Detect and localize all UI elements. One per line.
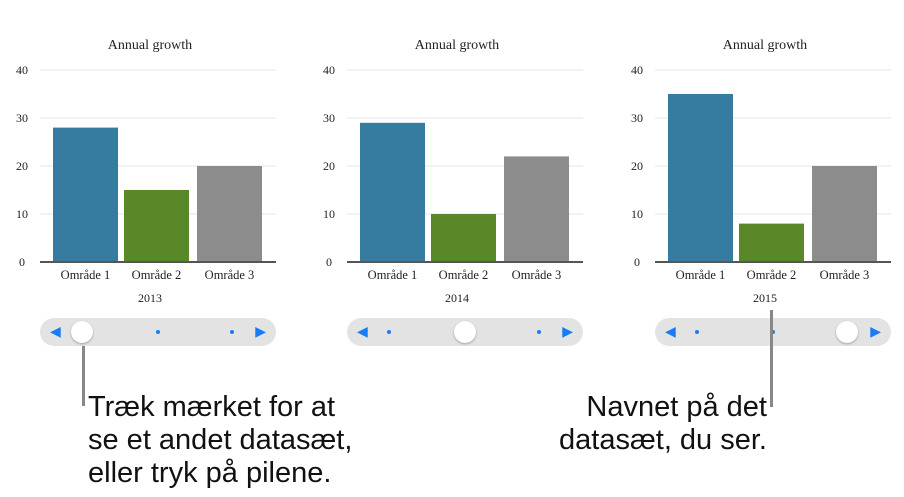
dataset-name: 2015 xyxy=(753,291,777,305)
y-tick-label: 30 xyxy=(631,111,643,125)
y-tick-label: 30 xyxy=(323,111,335,125)
bar-chart: 0 10 20 30 40 Område 1 Område 2 Område 3 xyxy=(16,63,276,282)
chart-panel-3: Annual growth 0 10 20 30 40 Område 1 Område 2 Om… xyxy=(615,0,904,360)
y-tick-label: 0 xyxy=(326,255,332,269)
chart-title: Annual growth xyxy=(414,38,500,53)
slider-thumb[interactable] xyxy=(454,321,476,343)
bar-3 xyxy=(197,166,262,262)
x-category-label: Område 1 xyxy=(61,268,111,282)
chart-title: Annual growth xyxy=(107,38,193,53)
chart-panel-2: Annual growth 0 10 20 30 40 Område 1 Område 2 Om… xyxy=(307,0,607,360)
slider-position-dot[interactable] xyxy=(537,330,541,334)
x-category-label: Område 3 xyxy=(512,268,562,282)
slider-position-dot[interactable] xyxy=(156,330,160,334)
slider-thumb[interactable] xyxy=(71,321,93,343)
y-tick-label: 10 xyxy=(323,207,335,221)
x-category-label: Område 3 xyxy=(205,268,255,282)
slider-position-dot[interactable] xyxy=(387,330,391,334)
next-arrow-icon[interactable]: ▶ xyxy=(255,324,266,340)
y-tick-label: 20 xyxy=(323,159,335,173)
bar-1 xyxy=(668,94,733,262)
y-tick-label: 0 xyxy=(19,255,25,269)
callout-line-dataset-name xyxy=(770,310,773,407)
previous-arrow-icon[interactable]: ◀ xyxy=(357,324,368,340)
bar-2 xyxy=(124,190,189,262)
bar-chart: 0 10 20 30 40 Område 1 Område 2 Område 3 xyxy=(631,63,891,282)
y-tick-label: 30 xyxy=(16,111,28,125)
next-arrow-icon[interactable]: ▶ xyxy=(562,324,573,340)
y-tick-label: 40 xyxy=(323,63,335,77)
dataset-slider[interactable]: ◀ ▶ xyxy=(40,318,276,346)
bar-2 xyxy=(739,223,804,262)
y-tick-label: 10 xyxy=(16,207,28,221)
slider-thumb[interactable] xyxy=(836,321,858,343)
chart-title: Annual growth xyxy=(722,38,808,53)
previous-arrow-icon[interactable]: ◀ xyxy=(665,324,676,340)
x-category-label: Område 1 xyxy=(368,268,418,282)
y-tick-label: 40 xyxy=(16,63,28,77)
y-tick-label: 40 xyxy=(631,63,643,77)
bar-1 xyxy=(360,122,425,262)
dataset-name: 2014 xyxy=(445,291,469,305)
dataset-slider[interactable]: ◀ ▶ xyxy=(347,318,583,346)
chart-panel-1: Annual growth 0 10 20 30 40 Område 1 Område 2 Om… xyxy=(0,0,300,360)
slider-position-dot[interactable] xyxy=(230,330,234,334)
next-arrow-icon[interactable]: ▶ xyxy=(870,324,881,340)
bar-2 xyxy=(431,214,496,262)
y-tick-label: 10 xyxy=(631,207,643,221)
y-tick-label: 20 xyxy=(631,159,643,173)
x-category-label: Område 2 xyxy=(132,268,182,282)
x-category-label: Område 1 xyxy=(676,268,726,282)
callout-line-slider xyxy=(82,346,85,406)
slider-position-dot[interactable] xyxy=(771,330,775,334)
previous-arrow-icon[interactable]: ◀ xyxy=(50,324,61,340)
y-tick-label: 0 xyxy=(634,255,640,269)
x-category-label: Område 2 xyxy=(439,268,489,282)
slider-position-dot[interactable] xyxy=(695,330,699,334)
x-category-label: Område 3 xyxy=(820,268,870,282)
bar-chart: 0 10 20 30 40 Område 1 Område 2 Område 3 xyxy=(323,63,583,282)
callout-slider-text: Træk mærket for at se et andet datasæt, … xyxy=(88,391,353,489)
bar-3 xyxy=(504,156,569,262)
x-category-label: Område 2 xyxy=(747,268,797,282)
y-tick-label: 20 xyxy=(16,159,28,173)
bar-3 xyxy=(812,166,877,262)
bar-1 xyxy=(53,127,118,262)
dataset-slider[interactable]: ◀ ▶ xyxy=(655,318,891,346)
callout-dataset-name-text: Navnet på det datasæt, du ser. xyxy=(559,391,767,456)
dataset-name: 2013 xyxy=(138,291,162,305)
